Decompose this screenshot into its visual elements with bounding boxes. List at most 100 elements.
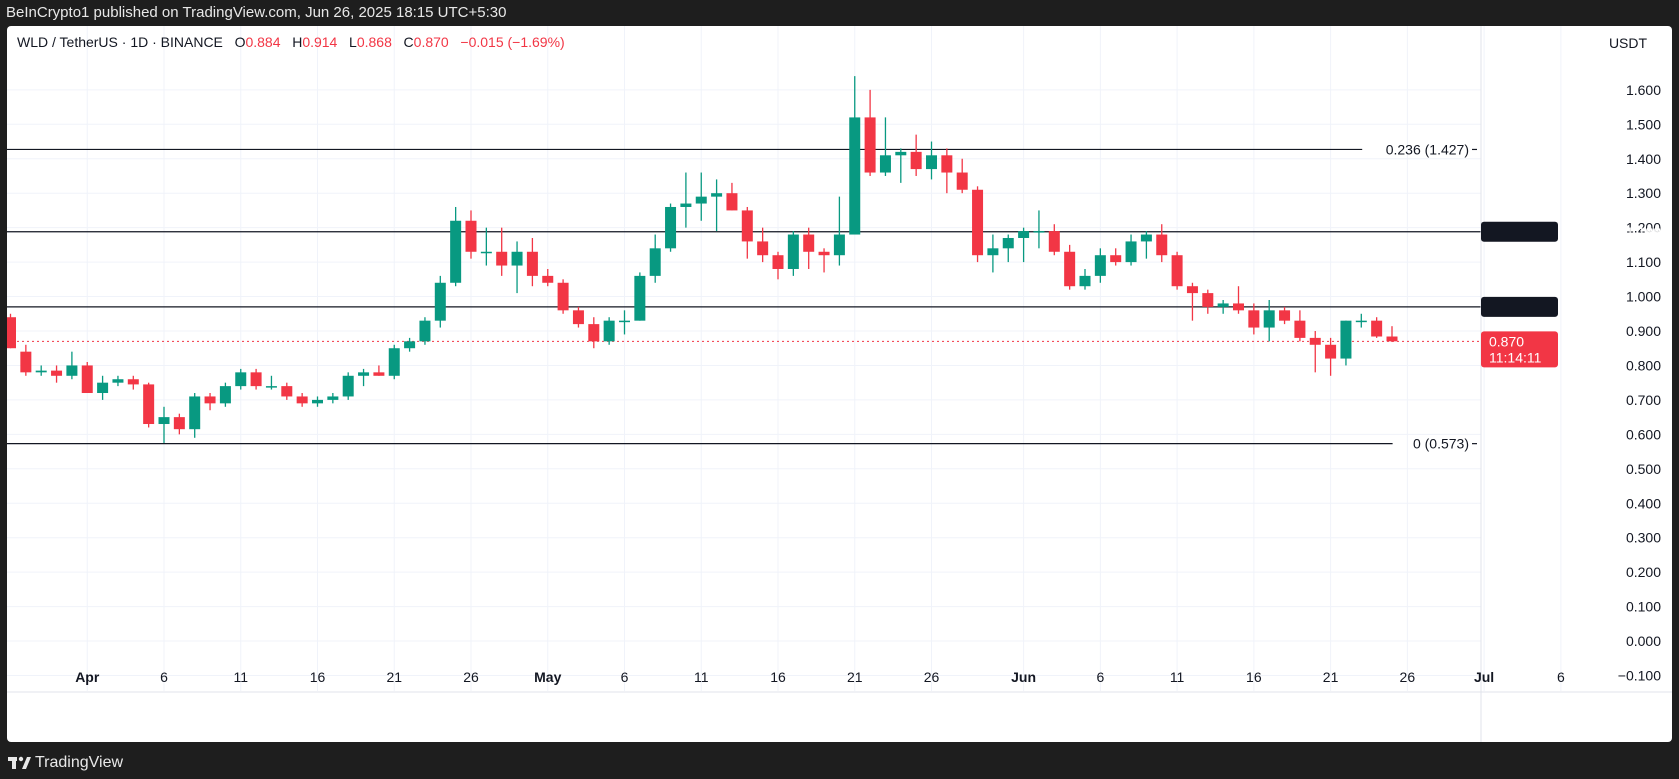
candle[interactable] xyxy=(1064,244,1076,290)
candle[interactable] xyxy=(864,89,876,176)
candle[interactable] xyxy=(818,248,830,273)
candle[interactable] xyxy=(1325,337,1337,376)
candle[interactable] xyxy=(849,76,861,235)
candle-body xyxy=(1263,310,1275,328)
candle[interactable] xyxy=(665,203,677,252)
candle[interactable] xyxy=(97,375,109,400)
candle[interactable] xyxy=(1279,306,1291,325)
candle[interactable] xyxy=(619,310,630,335)
candle[interactable] xyxy=(879,117,891,176)
candle[interactable] xyxy=(926,141,937,180)
candle[interactable] xyxy=(342,372,354,400)
candle[interactable] xyxy=(7,313,16,349)
candle[interactable] xyxy=(1125,234,1137,266)
candle[interactable] xyxy=(66,351,78,380)
candle[interactable] xyxy=(1233,286,1244,314)
candle[interactable] xyxy=(1156,224,1168,263)
candle[interactable] xyxy=(173,413,185,435)
candle[interactable] xyxy=(711,179,723,232)
candle[interactable] xyxy=(910,134,922,176)
candle[interactable] xyxy=(81,362,93,394)
price-chart[interactable]: 0.236 (1.427)0 (0.573) 1.6001.5001.4001.… xyxy=(7,26,1672,742)
candle[interactable] xyxy=(312,396,323,407)
candle[interactable] xyxy=(1171,251,1183,290)
candle[interactable] xyxy=(158,406,170,443)
candle[interactable] xyxy=(833,196,845,266)
candle[interactable] xyxy=(1340,320,1352,366)
candle[interactable] xyxy=(189,393,201,438)
candle[interactable] xyxy=(987,234,999,273)
candle[interactable] xyxy=(603,317,615,345)
candle[interactable] xyxy=(450,206,462,287)
candle[interactable] xyxy=(1186,282,1198,321)
candle-body xyxy=(526,251,538,276)
y-tick-label: −0.100 xyxy=(1618,668,1661,684)
candle[interactable] xyxy=(373,365,385,376)
candle[interactable] xyxy=(772,251,784,280)
candle[interactable] xyxy=(1079,268,1091,290)
candle[interactable] xyxy=(250,368,262,390)
level-price-tag xyxy=(1481,221,1558,242)
candle[interactable] xyxy=(235,368,247,390)
candle[interactable] xyxy=(204,393,216,411)
candle[interactable] xyxy=(1294,310,1306,342)
candle[interactable] xyxy=(941,148,953,194)
candle[interactable] xyxy=(1386,326,1398,343)
candle[interactable] xyxy=(327,393,339,404)
candle[interactable] xyxy=(1048,224,1060,256)
candle[interactable] xyxy=(956,158,968,194)
candle[interactable] xyxy=(127,375,139,390)
candle[interactable] xyxy=(20,344,32,376)
candle[interactable] xyxy=(895,148,907,183)
candle[interactable] xyxy=(434,275,446,328)
candle[interactable] xyxy=(972,186,984,263)
candle[interactable] xyxy=(1371,317,1383,338)
candle[interactable] xyxy=(557,279,569,314)
candle[interactable] xyxy=(572,306,584,328)
candle[interactable] xyxy=(143,382,155,428)
candle[interactable] xyxy=(634,272,646,321)
candle[interactable] xyxy=(649,234,661,283)
candle[interactable] xyxy=(680,172,692,228)
candle[interactable] xyxy=(695,172,707,221)
candle[interactable] xyxy=(726,182,738,211)
candle[interactable] xyxy=(388,344,400,380)
candle[interactable] xyxy=(404,337,416,352)
candle[interactable] xyxy=(1202,289,1214,314)
candle[interactable] xyxy=(1217,299,1229,314)
candle-body xyxy=(265,386,277,388)
candle[interactable] xyxy=(526,237,538,287)
candle[interactable] xyxy=(803,227,815,269)
candle[interactable] xyxy=(1140,231,1152,259)
candle[interactable] xyxy=(480,227,492,266)
candle[interactable] xyxy=(1110,248,1122,266)
candle[interactable] xyxy=(296,393,308,407)
candle[interactable] xyxy=(219,382,231,407)
candle[interactable] xyxy=(265,375,277,390)
candle[interactable] xyxy=(588,317,600,349)
currency-label[interactable]: USDT xyxy=(1609,35,1648,51)
grid xyxy=(7,26,1562,691)
candle[interactable] xyxy=(757,227,769,263)
candle[interactable] xyxy=(112,375,124,387)
candle[interactable] xyxy=(1309,331,1321,373)
candle[interactable] xyxy=(281,382,293,400)
candle[interactable] xyxy=(465,210,477,259)
candle[interactable] xyxy=(1018,227,1030,263)
candle[interactable] xyxy=(419,317,431,345)
candle[interactable] xyxy=(787,231,799,276)
chart-panel[interactable]: 0.236 (1.427) 0 (0.573) 1.600 1.500 1.400 1.… xyxy=(7,26,1672,742)
candle[interactable] xyxy=(1355,313,1367,328)
candle[interactable] xyxy=(1248,303,1260,335)
candle[interactable] xyxy=(496,227,508,276)
candle[interactable] xyxy=(35,365,47,376)
candle[interactable] xyxy=(1094,248,1106,283)
candle[interactable] xyxy=(1033,210,1045,249)
candle[interactable] xyxy=(741,206,753,259)
candle[interactable] xyxy=(358,368,370,387)
candle[interactable] xyxy=(511,241,523,294)
candle[interactable] xyxy=(1002,234,1014,263)
candle[interactable] xyxy=(542,268,554,287)
candle[interactable] xyxy=(1263,299,1275,342)
candle[interactable] xyxy=(51,365,63,383)
